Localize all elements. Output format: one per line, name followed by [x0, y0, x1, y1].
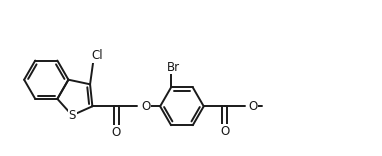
- Text: O: O: [248, 100, 257, 113]
- Text: Cl: Cl: [92, 49, 104, 62]
- Text: O: O: [112, 126, 121, 139]
- Text: O: O: [141, 100, 151, 113]
- Text: O: O: [220, 125, 230, 138]
- Text: Br: Br: [167, 61, 180, 73]
- Text: S: S: [68, 109, 76, 122]
